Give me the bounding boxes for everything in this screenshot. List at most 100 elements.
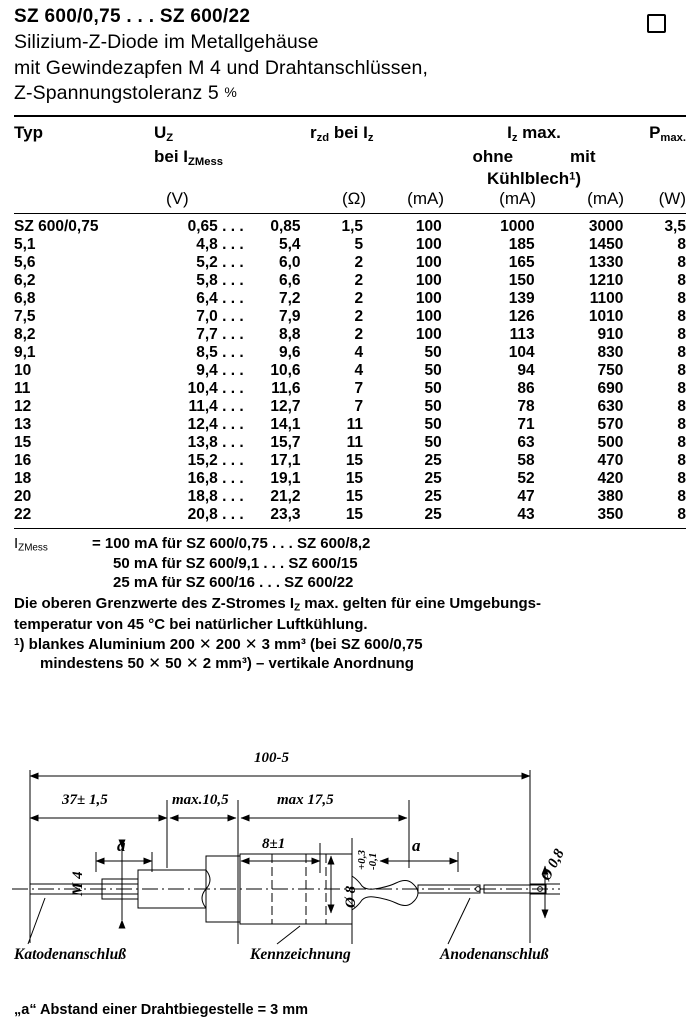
uz-subscript: Z [166,131,174,144]
footnote-marker: 1 [14,636,20,648]
table-row: 10 9,4. . . 10,6 4 50 94 750 8 [14,362,686,380]
table-cell-typ: 18 [14,470,32,488]
table-cell-mit: 1210 [588,272,624,290]
table-row: 16 15,2. . . 17,1 15 25 58 470 8 [14,452,686,470]
table-cell-iz: 50 [424,398,442,416]
table-row: 12 11,4. . . 12,7 7 50 78 630 8 [14,398,686,416]
table-cell-pmax: 8 [677,344,686,362]
footnote-a-distance: „a“ Abstand einer Drahtbiegestelle = 3 m… [14,1002,308,1018]
table-cell-mit: 910 [597,326,624,344]
table-cell-iz: 50 [424,362,442,380]
ambient-note-line-1: Die oberen Grenzwerte des Z-Stromes IZ m… [14,594,686,615]
table-cell-uz-low: 0,65 [187,218,218,236]
izmess-lines: = 100 mA für SZ 600/0,75 . . . SZ 600/8,… [92,534,686,593]
table-cell-iz: 25 [424,452,442,470]
table-row: 8,2 7,7. . . 8,8 2 100 113 910 8 [14,326,686,344]
izmess-note: IZMess = 100 mA für SZ 600/0,75 . . . SZ… [14,534,686,593]
caption-anode: Anodenanschluß [440,946,549,963]
dim-diameter-8-tol-minus: -0,1 [367,852,379,870]
table-cell-pmax: 8 [677,506,686,524]
page-header: SZ 600/0,75 . . . SZ 600/22 Silizium-Z-D… [14,6,686,107]
table-cell-dots: . . . [222,398,244,416]
unit-volt: (V) [166,189,189,209]
col-header-kuehlblech: Kühlblech [486,169,570,189]
footnote-1-line-2: mindestens 50 ✕ 50 ✕ 2 mm³) – vertikale … [40,655,414,673]
table-cell-typ: 22 [14,506,32,524]
table-cell-uz-high: 12,7 [270,398,301,416]
table-cell-mit: 350 [597,506,624,524]
rzd-subscript: zd [316,131,330,144]
table-cell-rzd: 2 [354,254,364,272]
kuehlblech-paren: ) [575,169,582,189]
percent-symbol: % [224,84,237,101]
table-cell-iz: 50 [424,380,442,398]
table-cell-pmax: 8 [677,236,686,254]
table-cell-pmax: 3,5 [664,218,686,236]
table-cell-typ: 11 [14,380,31,398]
table-cell-uz-high: 15,7 [270,434,301,452]
table-cell-uz-low: 12,4 [187,416,218,434]
table-row: 20 18,8. . . 21,2 15 25 47 380 8 [14,488,686,506]
table-cell-rzd: 15 [345,452,364,470]
table-cell-rzd: 4 [354,344,364,362]
table-cell-mit: 1100 [589,290,624,308]
izmess-label: IZMess [14,534,92,593]
dim-total-length: 100-5 [254,750,289,766]
table-cell-ohne: 63 [517,434,535,452]
table-cell-uz-low: 10,4 [187,380,218,398]
table-cell-uz-high: 7,9 [278,308,301,326]
table-cell-rzd: 2 [354,326,364,344]
table-cell-ohne: 150 [508,272,535,290]
dim-max-17-5: max 17,5 [277,792,334,808]
footnote-1-line-1: 1) blankes Aluminium 200 ✕ 200 ✕ 3 mm³ (… [14,635,686,655]
table-cell-dots: . . . [222,362,244,380]
table-cell-uz-high: 23,3 [270,506,301,524]
izmess-line-1: = 100 mA für SZ 600/0,75 . . . SZ 600/8,… [92,535,371,553]
outline-drawing-svg [12,770,560,945]
table-row: 6,2 5,8. . . 6,6 2 100 150 1210 8 [14,272,686,290]
mechanical-drawing: 100-5 37± 1,5 max.10,5 max 17,5 8±1 a a … [0,748,700,978]
table-cell-rzd: 7 [354,398,364,416]
table-cell-typ: 16 [14,452,32,470]
page-title: SZ 600/0,75 . . . SZ 600/22 [14,6,251,27]
kuehlblech-footnote-marker: 1 [569,170,576,183]
table-cell-rzd: 2 [354,308,364,326]
table-cell-uz-low: 5,8 [196,272,218,290]
table-cell-uz-low: 8,5 [196,344,218,362]
table-cell-typ: 13 [14,416,32,434]
table-cell-typ: 5,6 [14,254,36,272]
table-cell-dots: . . . [222,380,244,398]
table-cell-uz-high: 8,8 [278,326,301,344]
table-cell-typ: 6,2 [14,272,36,290]
table-cell-dots: . . . [222,452,244,470]
table-cell-rzd: 15 [345,470,364,488]
ambient-note-post: max. gelten für eine Umgebungs- [300,594,541,612]
unit-ohm: (Ω) [341,189,366,209]
table-cell-uz-low: 7,0 [196,308,218,326]
table-cell-typ: 12 [14,398,32,416]
unit-ma-ohne: (mA) [499,189,536,209]
table-cell-pmax: 8 [677,308,686,326]
table-cell-iz: 50 [424,416,442,434]
table-cell-rzd: 15 [345,488,364,506]
table-top-rule [14,115,686,118]
table-cell-iz: 50 [424,344,442,362]
subtitle-line-3: Z-Spannungstoleranz 5 % [14,81,686,107]
spec-table: Typ UZ bei IZMess rzd bei Iz Iz max. ohn… [14,117,686,209]
caption-cathode: Katodenanschluß [14,946,126,963]
table-units-row: (V) (Ω) (mA) (mA) (mA) (W) [14,189,686,209]
table-cell-uz-high: 0,85 [270,218,301,236]
table-cell-typ: 7,5 [14,308,36,326]
square-outline-icon [647,14,666,33]
table-cell-uz-low: 13,8 [187,434,218,452]
table-cell-typ: 6,8 [14,290,36,308]
table-cell-iz: 100 [415,236,442,254]
table-cell-dots: . . . [222,272,244,290]
uz-cond-text: bei I [154,146,189,166]
izmess-line-2: 50 mA für SZ 600/9,1 . . . SZ 600/15 [113,554,358,572]
table-cell-mit: 570 [597,416,624,434]
table-cell-ohne: 113 [509,326,535,344]
table-cell-mit: 1330 [588,254,624,272]
table-cell-iz: 25 [424,470,442,488]
table-cell-iz: 100 [415,254,442,272]
